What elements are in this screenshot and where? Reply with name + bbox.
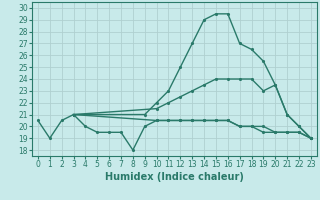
X-axis label: Humidex (Indice chaleur): Humidex (Indice chaleur) <box>105 172 244 182</box>
